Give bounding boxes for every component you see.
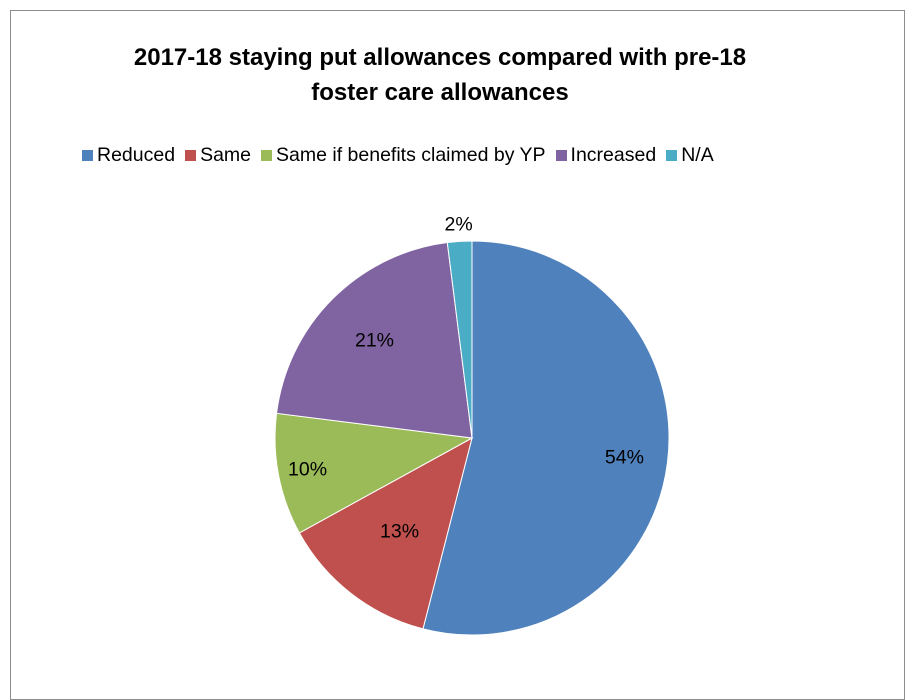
legend-label-na: N/A [681, 143, 714, 166]
legend-label-same: Same [200, 143, 252, 166]
legend-item-na: N/A [666, 144, 714, 167]
chart-title-line-1: 2017-18 staying put allowances compared … [133, 44, 747, 71]
legend-label-reduced: Reduced [97, 143, 176, 166]
pie-label-same-if-benefits: 10% [288, 458, 327, 480]
chart-title-line-2: foster care allowances [311, 79, 569, 106]
legend-swatch-reduced [82, 149, 93, 161]
pie-chart: 54% 13% 10% 21% 2% [274, 213, 670, 636]
pie-slice-na [446, 240, 473, 439]
pie-slice-same [298, 437, 473, 630]
chart-title: 2017-18 staying put allowances compared … [0, 40, 880, 110]
pie-slice-reduced [422, 240, 670, 636]
legend-swatch-same-if-benefits [261, 149, 273, 161]
legend-item-same-if-benefits: Same if benefits claimed by YP [261, 144, 546, 167]
legend-swatch-same [185, 149, 197, 161]
legend-swatch-increased [555, 149, 567, 161]
legend-swatch-na [666, 149, 678, 161]
pie-label-increased: 21% [355, 329, 394, 351]
pie-slice-same-if-benefits [274, 412, 474, 534]
pie-label-same: 13% [380, 520, 419, 542]
legend-label-increased: Increased [570, 143, 657, 166]
legend-item-reduced: Reduced [82, 144, 175, 167]
pie-label-reduced: 54% [605, 446, 644, 468]
chart-legend: Reduced Same Same if benefits claimed by… [82, 142, 714, 168]
legend-label-same-if-benefits: Same if benefits claimed by YP [276, 143, 546, 166]
legend-item-increased: Increased [555, 143, 657, 167]
pie-label-na: 2% [444, 213, 472, 235]
legend-item-same: Same [185, 144, 251, 167]
pie-slice-increased [275, 241, 473, 439]
